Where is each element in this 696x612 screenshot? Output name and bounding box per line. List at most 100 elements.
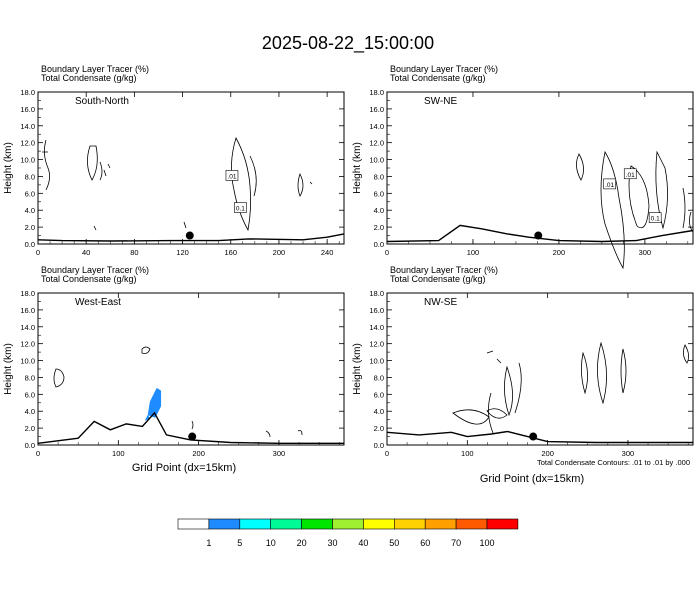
condensate-contour [504, 365, 513, 417]
panel-south-north: Boundary Layer Tracer (%)Total Condensat… [3, 64, 345, 257]
y-tick-label: 10.0 [20, 357, 35, 366]
panel-sw-ne: Boundary Layer Tracer (%)Total Condensat… [352, 64, 694, 270]
contour-label-box [623, 168, 637, 180]
y-tick-label: 16.0 [20, 306, 35, 315]
y-tick-label: 4.0 [374, 407, 384, 416]
colorbar-cell [270, 518, 302, 530]
panel-name: South-North [75, 96, 129, 107]
y-tick-label: 16.0 [369, 306, 384, 315]
y-axis-label: Height (km) [352, 142, 363, 194]
y-tick-label: 8.0 [374, 373, 384, 382]
panel-header-condensate: Total Condensate (g/kg) [41, 73, 137, 83]
colorbar-cell [424, 518, 457, 530]
y-tick-label: 10.0 [369, 357, 384, 366]
y-tick-label: 8.0 [374, 172, 384, 181]
panel-name: NW-SE [424, 297, 457, 308]
colorbar-cell [486, 518, 519, 530]
y-tick-label: 14.0 [369, 323, 384, 332]
condensate-contour [265, 430, 303, 438]
x-tick-label: 300 [622, 449, 635, 458]
y-tick-label: 18.0 [369, 88, 384, 97]
colorbar-cell [239, 518, 272, 530]
condensate-contour [576, 153, 584, 181]
y-tick-label: 12.0 [20, 139, 35, 148]
y-tick-label: 10.0 [369, 156, 384, 165]
x-tick-label: 160 [224, 248, 237, 257]
y-tick-label: 18.0 [20, 88, 35, 97]
colorbar-cell [393, 518, 426, 530]
x-tick-label: 0 [36, 449, 40, 458]
y-tick-label: 4.0 [25, 206, 35, 215]
contour-label: .01 [605, 182, 614, 189]
colorbar-label: 60 [420, 538, 430, 548]
condensate-contour [297, 172, 304, 197]
panel-header-condensate: Total Condensate (g/kg) [390, 274, 486, 284]
y-tick-label: 18.0 [369, 289, 384, 298]
condensate-contour [683, 344, 689, 364]
plot-frame [37, 292, 345, 446]
colorbar-cell [177, 518, 210, 530]
panel-west-east: Boundary Layer Tracer (%)Total Condensat… [3, 265, 345, 458]
x-tick-label: 300 [639, 248, 652, 257]
contour-label: 0.1 [651, 216, 660, 223]
x-tick-label: 200 [192, 449, 205, 458]
y-tick-label: 16.0 [20, 105, 35, 114]
x-tick-label: 120 [176, 248, 189, 257]
y-tick-label: 18.0 [20, 289, 35, 298]
panels: Boundary Layer Tracer (%)Total Condensat… [3, 64, 694, 458]
plot-frame [386, 292, 694, 446]
colorbar-cell [301, 518, 333, 530]
y-tick-label: 6.0 [374, 390, 384, 399]
y-tick-label: 6.0 [25, 390, 35, 399]
y-axis-label: Height (km) [352, 343, 363, 395]
condensate-contour [309, 181, 313, 185]
y-tick-label: 14.0 [369, 122, 384, 131]
contour-label-box [603, 178, 616, 190]
condensate-contour [452, 409, 490, 425]
colorbar-label: 70 [451, 538, 461, 548]
x-tick-label: 0 [385, 449, 389, 458]
y-tick-label: 12.0 [369, 139, 384, 148]
location-marker [188, 432, 197, 441]
contour-label: .01 [626, 172, 635, 179]
colorbar-label: 100 [479, 538, 494, 548]
y-axis-label: Height (km) [3, 142, 14, 194]
x-tick-label: 80 [130, 248, 138, 257]
colorbar: 1 5 10 20 30 40 50 60 70 100 [177, 518, 519, 548]
x-tick-label: 200 [273, 248, 286, 257]
condensate-contour [231, 136, 252, 232]
x-tick-label: 200 [541, 449, 554, 458]
condensate-contour [249, 155, 257, 197]
panel-nw-se: Boundary Layer Tracer (%)Total Condensat… [352, 265, 694, 458]
x-tick-label: 240 [321, 248, 334, 257]
colorbar-cell [208, 518, 241, 530]
condensate-contour [581, 351, 588, 395]
terrain-line [37, 233, 345, 242]
x-tick-label: 100 [461, 449, 474, 458]
panel-header-tracer: Boundary Layer Tracer (%) [41, 64, 149, 74]
y-axis-label: Height (km) [3, 343, 14, 395]
contour-label: .01 [227, 173, 236, 180]
colorbar-label: 1 [206, 538, 211, 548]
y-tick-label: 2.0 [374, 223, 384, 232]
condensate-contour [655, 150, 668, 230]
y-tick-label: 16.0 [369, 105, 384, 114]
condensate-contour [620, 348, 627, 394]
condensate-contour [600, 150, 625, 270]
x-tick-label: 0 [36, 248, 40, 257]
y-tick-label: 4.0 [25, 407, 35, 416]
y-tick-label: 0.0 [25, 240, 35, 249]
panel-name: SW-NE [424, 96, 457, 107]
x-axis-label-left: Grid Point (dx=15km) [132, 462, 236, 474]
contour-label-box [648, 212, 662, 223]
condensate-contour [53, 368, 65, 388]
y-tick-label: 6.0 [374, 189, 384, 198]
plot-frame [37, 91, 345, 245]
terrain-line [386, 430, 693, 444]
y-tick-label: 8.0 [25, 373, 35, 382]
y-tick-label: 2.0 [374, 424, 384, 433]
condensate-contour [141, 346, 151, 354]
colorbar-cell [363, 518, 395, 530]
contour-footnote: Total Condensate Contours: .01 to .01 by… [537, 458, 690, 467]
colorbar-label: 40 [358, 538, 368, 548]
